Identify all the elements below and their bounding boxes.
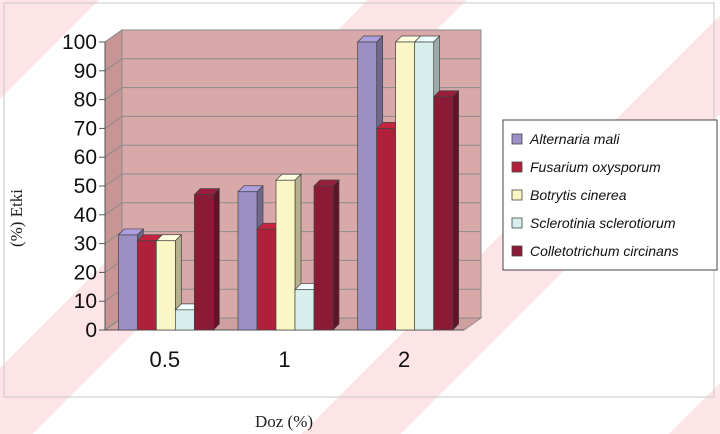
bar	[395, 41, 416, 331]
bar	[313, 185, 334, 331]
bar	[193, 194, 214, 331]
legend-swatch	[511, 161, 523, 173]
legend-label: Fusarium oxysporum	[530, 159, 661, 175]
y-tick-label: 20	[74, 261, 97, 284]
legend-box	[502, 119, 718, 271]
bar	[275, 179, 296, 331]
bar	[117, 234, 138, 331]
bar-side	[212, 187, 220, 331]
y-tick-label: 70	[74, 117, 97, 140]
x-tick-label: 1	[278, 347, 290, 372]
y-tick-label: 40	[74, 204, 97, 227]
legend-swatch	[511, 217, 523, 229]
legend-swatch	[511, 189, 523, 201]
bar	[433, 96, 454, 331]
bar-side	[452, 89, 460, 331]
y-tick-label: 30	[74, 233, 97, 256]
legend-label: Botrytis cinerea	[530, 187, 627, 203]
bar-side	[332, 179, 340, 331]
legend-label: Alternaria mali	[529, 131, 620, 147]
bar	[256, 228, 277, 331]
legend-swatch	[511, 133, 523, 145]
y-tick-label: 50	[74, 175, 97, 198]
bar	[376, 128, 397, 331]
legend-label: Colletotrichum circinans	[530, 243, 679, 259]
bar	[357, 41, 378, 331]
bar	[294, 289, 315, 331]
bar	[174, 309, 195, 331]
legend-swatch	[511, 245, 523, 257]
x-tick-label: 0.5	[150, 347, 181, 372]
y-tick-label: 80	[74, 89, 97, 112]
y-axis-title: (%) Etki	[7, 189, 26, 247]
y-tick-label: 60	[74, 146, 97, 169]
bar	[155, 240, 176, 331]
y-tick-label: 0	[85, 319, 97, 342]
x-tick-label: 2	[398, 347, 410, 372]
bar	[237, 191, 258, 331]
bar	[414, 41, 435, 331]
y-tick-label: 10	[74, 290, 97, 313]
y-tick-label: 90	[74, 60, 97, 83]
bar	[136, 240, 157, 331]
x-axis-title: Doz (%)	[255, 412, 313, 431]
gridline	[104, 29, 481, 43]
y-tick-label: 100	[62, 31, 97, 54]
legend-label: Sclerotinia sclerotiorum	[530, 215, 676, 231]
